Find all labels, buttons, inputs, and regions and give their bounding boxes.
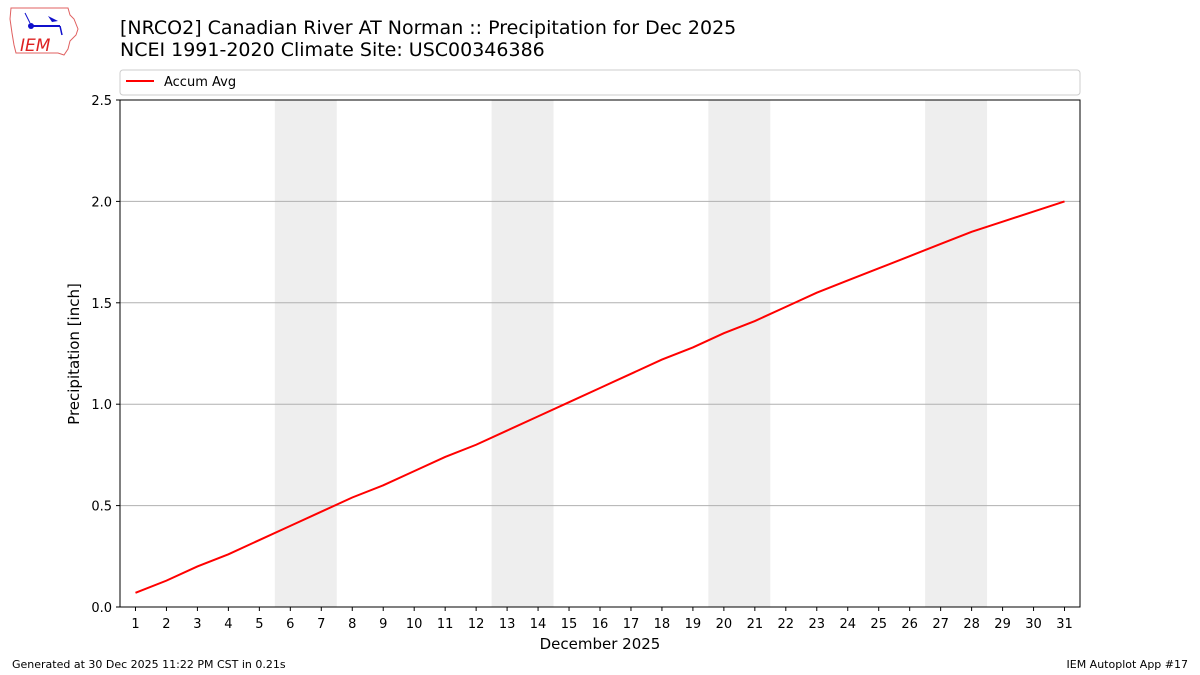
x-tick-label: 24 (839, 617, 856, 632)
x-tick-label: 29 (994, 617, 1011, 632)
x-tick-label: 20 (716, 617, 733, 632)
x-tick-label: 11 (437, 617, 454, 632)
x-tick-label: 6 (286, 617, 294, 632)
x-tick-label: 26 (901, 617, 918, 632)
x-tick-label: 15 (561, 617, 578, 632)
weekend-shade (491, 100, 554, 607)
weekend-shade (708, 100, 771, 607)
weekend-shade (925, 100, 988, 607)
x-tick-label: 7 (317, 617, 325, 632)
y-tick-label: 1.5 (91, 297, 112, 312)
y-tick-label: 1.0 (91, 398, 112, 413)
x-tick-label: 9 (379, 617, 387, 632)
x-tick-label: 18 (654, 617, 671, 632)
x-tick-label: 4 (224, 617, 232, 632)
x-tick-label: 12 (468, 617, 485, 632)
x-tick-label: 19 (685, 617, 702, 632)
chart-title: [NRCO2] Canadian River AT Norman :: Prec… (120, 17, 736, 61)
legend: Accum Avg (119, 69, 1081, 96)
footer-app: IEM Autoplot App #17 (1066, 658, 1189, 671)
x-tick-label: 27 (932, 617, 949, 632)
iem-logo: IEM (9, 7, 79, 56)
weekend-shade (274, 100, 337, 607)
x-tick-label: 8 (348, 617, 356, 632)
x-tick-label: 22 (778, 617, 795, 632)
x-tick-label: 28 (963, 617, 980, 632)
y-tick-label: 2.5 (91, 94, 112, 109)
y-axis-label: Precipitation [inch] (65, 283, 83, 425)
x-tick-label: 31 (1056, 617, 1073, 632)
x-tick-label: 13 (499, 617, 516, 632)
x-tick-label: 21 (747, 617, 764, 632)
title-line-1: [NRCO2] Canadian River AT Norman :: Prec… (120, 17, 737, 39)
x-axis-label: December 2025 (540, 635, 661, 653)
y-tick-label: 2.0 (91, 195, 112, 210)
y-tick-label: 0.5 (91, 500, 112, 515)
x-tick-label: 5 (255, 617, 263, 632)
legend-label: Accum Avg (164, 75, 236, 90)
x-tick-label: 10 (406, 617, 423, 632)
x-tick-label: 2 (162, 617, 170, 632)
y-tick-label: 0.0 (91, 601, 112, 616)
x-tick-label: 30 (1025, 617, 1042, 632)
x-tick-label: 1 (131, 617, 139, 632)
svg-text:IEM: IEM (20, 36, 51, 56)
x-tick-label: 23 (809, 617, 826, 632)
x-tick-label: 17 (623, 617, 640, 632)
x-tick-label: 25 (870, 617, 887, 632)
x-tick-label: 16 (592, 617, 609, 632)
x-tick-label: 3 (193, 617, 201, 632)
title-line-2: NCEI 1991-2020 Climate Site: USC00346386 (120, 39, 545, 61)
footer-generated: Generated at 30 Dec 2025 11:22 PM CST in… (12, 658, 286, 671)
legend-box (119, 69, 1081, 96)
x-tick-label: 14 (530, 617, 547, 632)
